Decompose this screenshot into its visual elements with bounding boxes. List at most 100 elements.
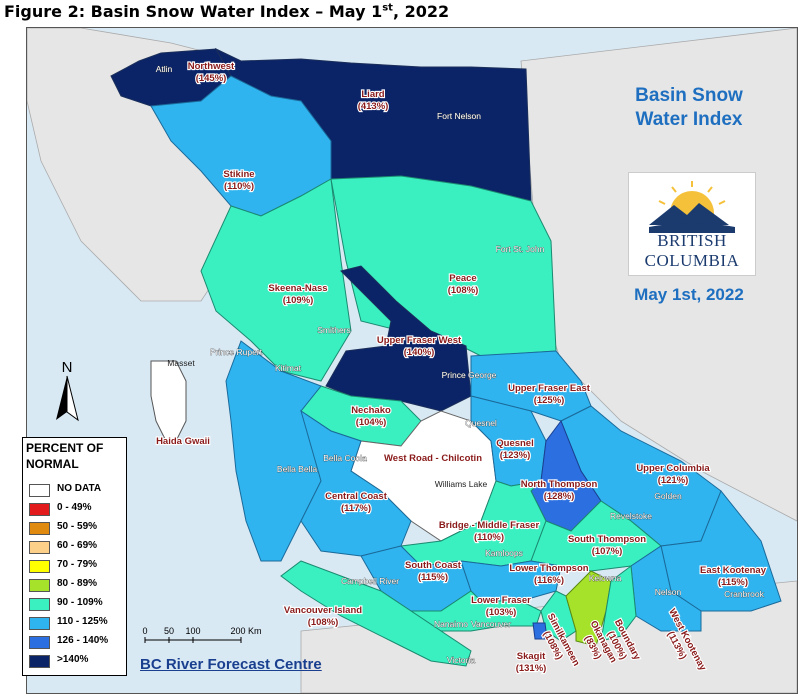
label-ufw: Upper Fraser West bbox=[377, 335, 462, 346]
label-nthompson: North Thompson bbox=[521, 479, 598, 490]
legend-label: 110 - 125% bbox=[57, 616, 108, 627]
legend-label: 0 - 49% bbox=[57, 502, 92, 513]
town-bellacoola: Bella Coola bbox=[323, 453, 367, 463]
basin-skeena bbox=[200, 178, 352, 382]
town-nelson: Nelson bbox=[655, 587, 682, 597]
label-northwest-pct: (145%) bbox=[196, 73, 227, 84]
town-princegeorge: Prince George bbox=[442, 370, 497, 380]
label-central-pct: (117%) bbox=[341, 503, 371, 514]
label-sthompson: South Thompson bbox=[568, 534, 646, 545]
label-peace-pct: (108%) bbox=[448, 285, 479, 296]
legend-item: 110 - 125% bbox=[29, 615, 124, 630]
town-fortstjohn: Fort St. John bbox=[496, 244, 545, 254]
label-skeena-pct: (109%) bbox=[283, 295, 314, 306]
town-kamloops: Kamloops bbox=[485, 548, 523, 558]
legend-swatch bbox=[29, 636, 50, 649]
index-title-line2: Water Index bbox=[635, 109, 743, 130]
legend-label: 80 - 89% bbox=[57, 578, 98, 589]
label-bridge: Bridge - Middle Fraser bbox=[439, 520, 540, 531]
legend-swatch bbox=[29, 522, 50, 535]
label-ekootenay: East Kootenay bbox=[700, 565, 767, 576]
label-southcoast: South Coast bbox=[405, 560, 462, 571]
legend-label: 70 - 79% bbox=[57, 559, 98, 570]
town-bellabella: Bella Bella bbox=[277, 464, 317, 474]
town-fortnelson: Fort Nelson bbox=[437, 111, 481, 121]
legend-item: 50 - 59% bbox=[29, 520, 124, 535]
town-masset: Masset bbox=[167, 358, 195, 368]
legend-item: NO DATA bbox=[29, 482, 124, 497]
label-lfraser: Lower Fraser bbox=[471, 595, 531, 606]
legend-item: 126 - 140% bbox=[29, 634, 124, 649]
town-revelstoke: Revelstoke bbox=[610, 511, 652, 521]
town-quesnel: Quesnel bbox=[465, 418, 497, 428]
scale-tick-0: 0 bbox=[142, 626, 147, 636]
label-ufw-pct: (140%) bbox=[404, 347, 435, 358]
basin-haida bbox=[150, 360, 187, 442]
town-cranbrook: Cranbrook bbox=[724, 589, 764, 599]
legend-title-line1: PERCENT OF bbox=[26, 441, 104, 455]
basin-ufw bbox=[325, 265, 472, 412]
basin-skagit bbox=[532, 622, 548, 640]
index-title-line1: Basin Snow bbox=[635, 85, 743, 106]
bc-logo: BRITISH COLUMBIA bbox=[628, 172, 756, 276]
legend-swatch bbox=[29, 541, 50, 554]
legend-swatch bbox=[29, 579, 50, 592]
label-vanisl: Vancouver Island bbox=[284, 605, 362, 616]
label-liard: Liard bbox=[361, 89, 384, 100]
legend-item: 70 - 79% bbox=[29, 558, 124, 573]
legend-label: >140% bbox=[57, 654, 89, 665]
index-box: Basin Snow Water Index BRITISH COLUMBIA … bbox=[594, 80, 784, 310]
label-lfraser-pct: (103%) bbox=[486, 607, 517, 618]
figure-title-main: Figure 2: Basin Snow Water Index – May 1 bbox=[4, 2, 383, 21]
figure-title-sup: st bbox=[382, 2, 393, 14]
scale-bar-graphic: 0 50 100 200 Km bbox=[142, 626, 262, 643]
town-victoria: Victoria bbox=[447, 655, 475, 665]
legend-title: PERCENT OF NORMAL bbox=[26, 440, 103, 472]
label-quesnel: Quesnel bbox=[496, 438, 534, 449]
scale-bar: 0 50 100 200 Km bbox=[140, 624, 270, 654]
index-date: May 1st, 2022 bbox=[634, 285, 744, 304]
label-upcol-pct: (121%) bbox=[658, 475, 689, 486]
label-lthompson: Lower Thompson bbox=[509, 563, 588, 574]
label-central: Central Coast bbox=[325, 491, 388, 502]
legend-item: 60 - 69% bbox=[29, 539, 124, 554]
label-liard-pct: (413%) bbox=[358, 101, 389, 112]
town-atlin: Atlin bbox=[156, 64, 173, 74]
north-arrow-icon: N bbox=[56, 359, 79, 422]
legend-item: >140% bbox=[29, 653, 124, 668]
figure-title-end: , 2022 bbox=[392, 2, 450, 21]
legend-title-line2: NORMAL bbox=[26, 457, 79, 471]
label-skeena: Skeena-Nass bbox=[268, 283, 327, 294]
town-golden: Golden bbox=[654, 491, 682, 501]
label-lthompson-pct: (116%) bbox=[534, 575, 564, 586]
label-ekootenay-pct: (115%) bbox=[718, 577, 748, 588]
label-ufe: Upper Fraser East bbox=[508, 383, 591, 394]
legend-swatch bbox=[29, 484, 50, 497]
credit-text[interactable]: BC River Forecast Centre bbox=[140, 656, 322, 673]
label-stikine-pct: (110%) bbox=[224, 181, 254, 192]
label-haida: Haida Gwaii bbox=[156, 436, 210, 447]
label-nthompson-pct: (128%) bbox=[544, 491, 575, 502]
label-bridge-pct: (110%) bbox=[474, 532, 504, 543]
legend-swatch bbox=[29, 617, 50, 630]
scale-tick-100: 100 bbox=[185, 626, 200, 636]
label-quesnel-pct: (123%) bbox=[500, 450, 531, 461]
label-nechako: Nechako bbox=[351, 405, 391, 416]
legend-swatch bbox=[29, 598, 50, 611]
legend-item: 80 - 89% bbox=[29, 577, 124, 592]
legend-swatch bbox=[29, 560, 50, 573]
label-vanisl-pct: (108%) bbox=[308, 617, 339, 628]
figure-title: Figure 2: Basin Snow Water Index – May 1… bbox=[4, 2, 449, 21]
basin-okanagan bbox=[565, 570, 612, 647]
label-skagit-pct: (131%) bbox=[516, 663, 547, 674]
basin-coast-strip bbox=[225, 340, 332, 562]
label-stikine: Stikine bbox=[223, 169, 254, 180]
town-nanaimo: Nanaimo bbox=[434, 619, 468, 629]
label-ufe-pct: (125%) bbox=[534, 395, 565, 406]
label-westroad: West Road - Chilcotin bbox=[384, 453, 482, 464]
town-williamslake: Williams Lake bbox=[435, 479, 488, 489]
legend-label: 50 - 59% bbox=[57, 521, 98, 532]
basin-wkootenay bbox=[630, 545, 702, 632]
logo-text-line2: COLUMBIA bbox=[644, 251, 740, 270]
town-smithers: Smithers bbox=[317, 325, 351, 335]
